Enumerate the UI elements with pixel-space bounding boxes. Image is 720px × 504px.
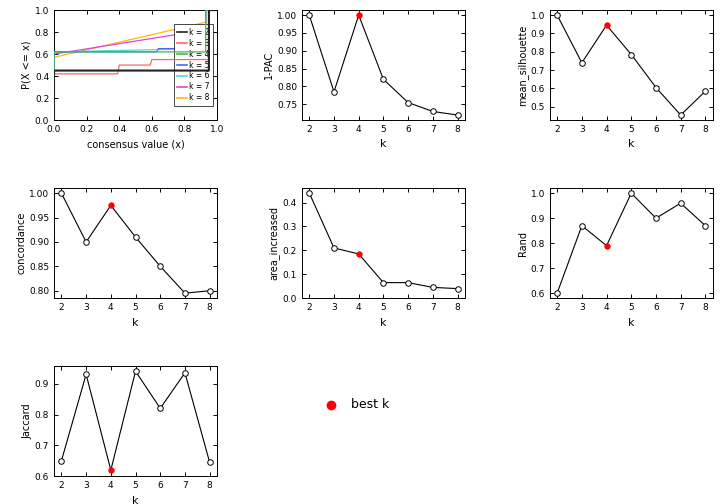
Y-axis label: P(X <= x): P(X <= x) [22, 41, 32, 89]
Y-axis label: concordance: concordance [17, 212, 26, 274]
Y-axis label: Rand: Rand [518, 231, 528, 256]
X-axis label: k: k [628, 318, 634, 328]
X-axis label: consensus value (x): consensus value (x) [86, 140, 184, 150]
X-axis label: k: k [380, 140, 387, 150]
X-axis label: k: k [132, 496, 139, 504]
Y-axis label: mean_silhouette: mean_silhouette [517, 24, 528, 106]
Y-axis label: 1-PAC: 1-PAC [264, 51, 274, 79]
Text: best k: best k [351, 398, 389, 411]
Y-axis label: area_increased: area_increased [269, 206, 280, 280]
X-axis label: k: k [628, 140, 634, 150]
X-axis label: k: k [380, 318, 387, 328]
X-axis label: k: k [132, 318, 139, 328]
Y-axis label: Jaccard: Jaccard [22, 404, 32, 439]
Legend: k = 2, k = 3, k = 4, k = 5, k = 6, k = 7, k = 8: k = 2, k = 3, k = 4, k = 5, k = 6, k = 7… [174, 24, 213, 106]
